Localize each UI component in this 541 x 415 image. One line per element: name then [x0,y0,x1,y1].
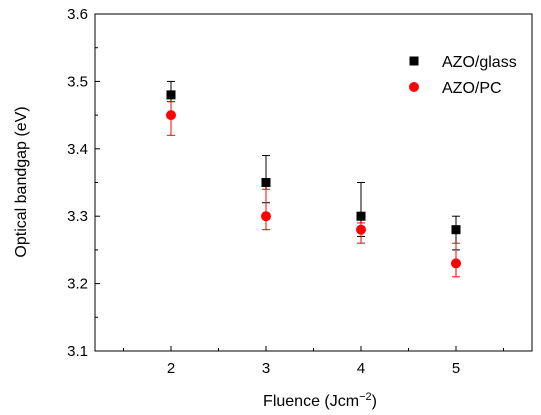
x-axis-label: Fluence (Jcm−2) [263,391,377,410]
data-point-square [451,225,461,235]
data-point-circle [356,224,366,235]
legend-label: AZO/glass [442,54,517,71]
y-tick-label: 3.1 [67,343,88,360]
data-point-square [356,211,366,221]
series-azo-pc [166,101,461,278]
x-tick-label: 5 [452,360,460,377]
legend-label: AZO/PC [442,80,502,97]
data-point-square [166,90,176,100]
data-point-square [261,178,271,187]
legend: AZO/glass AZO/PC [409,54,517,97]
y-tick-label: 3.3 [67,208,88,225]
x-tick-label: 2 [167,360,175,377]
legend-marker-circle [409,82,419,92]
x-axis-label-superscript: −2 [359,391,372,403]
data-marks [166,80,461,278]
x-tick-label: 3 [262,360,270,377]
data-point-circle [166,110,176,121]
axis-ticks: 3.1 3.2 3.3 3.4 3.5 3.6 2 3 4 5 [67,6,504,377]
data-point-circle [451,258,461,269]
y-tick-label: 3.5 [67,73,88,90]
x-tick-label: 4 [357,360,365,377]
x-axis-label-main: Fluence (Jcm [263,393,359,410]
y-tick-label: 3.6 [67,6,88,23]
legend-marker-square [409,56,419,66]
x-axis-label-close: ) [372,393,377,410]
y-tick-label: 3.4 [67,141,88,158]
data-point-circle [261,211,271,222]
y-axis-label: Optical bandgap (eV) [13,106,30,257]
y-tick-label: 3.2 [67,276,88,293]
series-azo-glass [166,80,461,251]
